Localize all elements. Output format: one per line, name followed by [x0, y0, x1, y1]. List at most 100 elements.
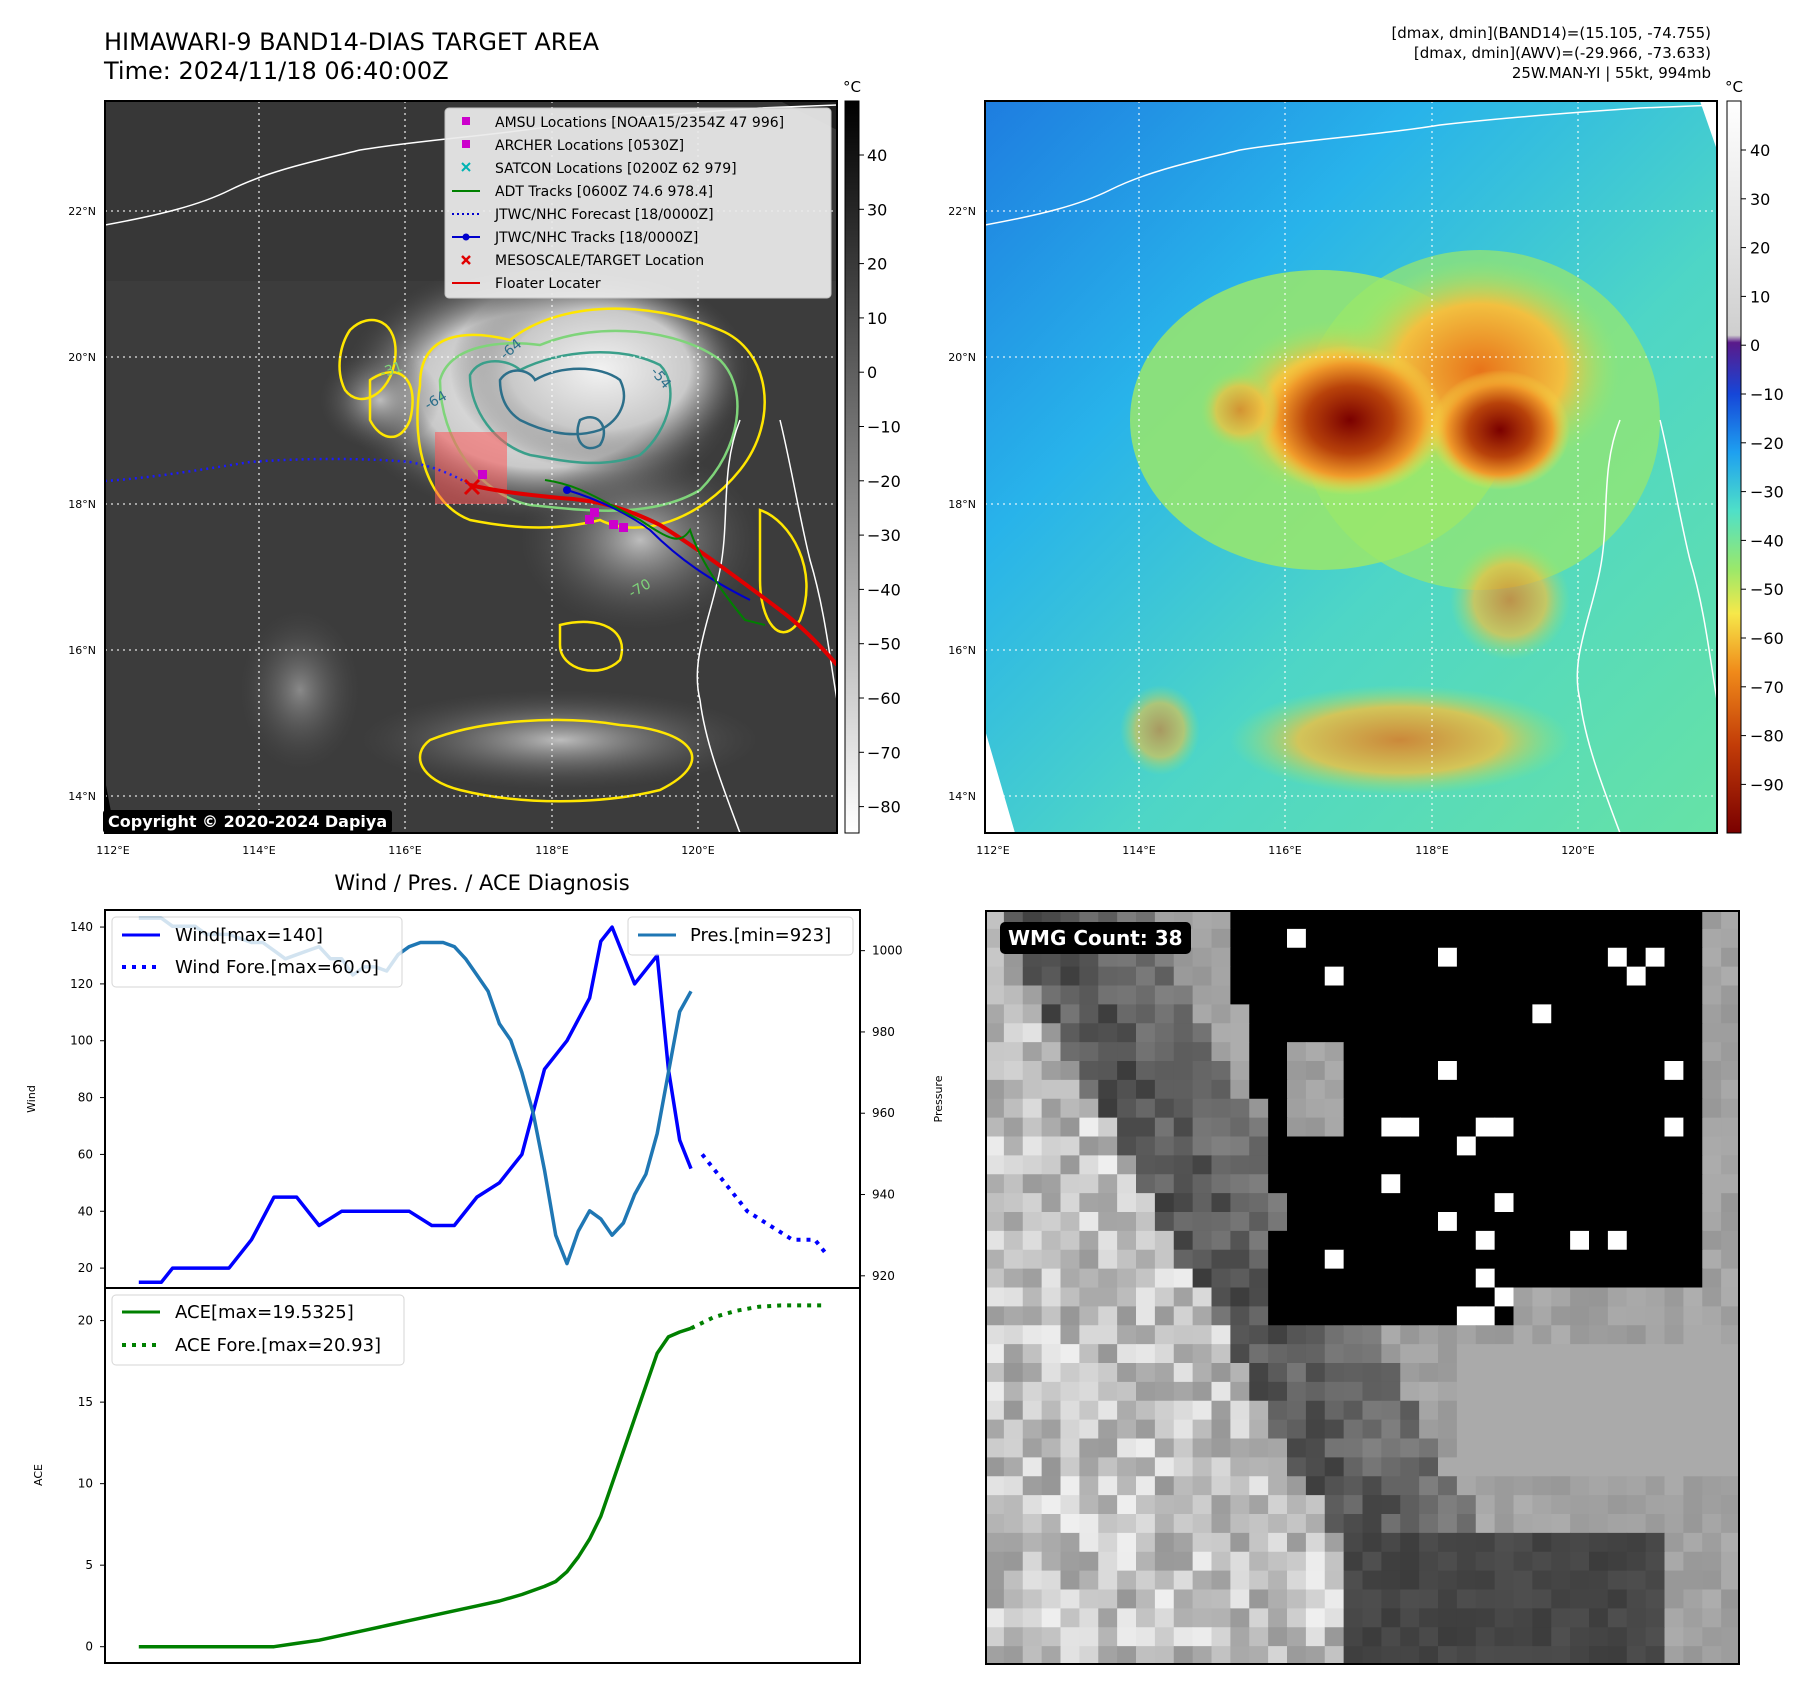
- wmg-pixel: [1589, 1212, 1609, 1232]
- wmg-pixel: [1702, 1457, 1722, 1477]
- wmg-pixel: [985, 1646, 1005, 1665]
- wmg-pixel: [1268, 1363, 1288, 1383]
- wmg-pixel: [1664, 1212, 1684, 1232]
- wmg-pixel: [1192, 1589, 1213, 1609]
- wmg-pixel: [1003, 1117, 1024, 1138]
- wmg-pixel: [1438, 1570, 1458, 1591]
- wmg-pixel: [1532, 1438, 1552, 1458]
- wmg-pixel: [1079, 1136, 1099, 1156]
- wmg-pixel: [1362, 1457, 1382, 1477]
- wmg-pixel: [1381, 1306, 1401, 1326]
- wmg-pixel: [1494, 1551, 1515, 1572]
- wmg-pixel: [1456, 1646, 1477, 1665]
- wmg-pixel: [1551, 1230, 1571, 1251]
- legend-amsu-marker: [462, 117, 470, 125]
- wmg-pixel: [1003, 1306, 1024, 1326]
- wmg-pixel: [1211, 928, 1231, 949]
- wmg-pixel: [1192, 1608, 1213, 1628]
- wmg-pixel: [1607, 1193, 1628, 1213]
- wmg-pixel: [1513, 1589, 1533, 1609]
- wmg-pixel: [1626, 1306, 1647, 1326]
- jtwc-track: [566, 489, 751, 601]
- wmg-pixel: [1041, 1627, 1062, 1647]
- wmg-pixel: [1683, 1419, 1703, 1440]
- wmg-pixel: [1268, 1627, 1288, 1647]
- wmg-pixel: [1438, 1268, 1458, 1289]
- wmg-pixel: [1287, 910, 1307, 930]
- wmg-pixel: [1626, 1419, 1647, 1440]
- wmg-pixel: [1305, 947, 1326, 968]
- wmg-pixel: [1060, 1174, 1080, 1194]
- wmg-pixel: [1607, 1495, 1628, 1515]
- wmg-pixel: [1041, 1287, 1062, 1307]
- wmg-pixel: [1098, 1117, 1118, 1138]
- wmg-pixel: [1098, 1079, 1118, 1100]
- wmg-pixel: [1268, 1212, 1288, 1232]
- wmg-pixel: [1438, 947, 1458, 968]
- wmg-pixel: [1362, 1438, 1382, 1458]
- wmg-pixel: [1400, 1551, 1420, 1572]
- wmg-pixel: [1683, 1457, 1703, 1477]
- wmg-pixel: [1268, 1230, 1288, 1251]
- pressure-y-tick-label: 980: [872, 1025, 895, 1039]
- wmg-pixel: [1268, 1419, 1288, 1440]
- wmg-pixel: [1532, 966, 1552, 987]
- wmg-pixel: [1513, 1400, 1533, 1421]
- wmg-pixel: [1721, 1061, 1740, 1081]
- wmg-pixel: [1721, 1570, 1740, 1591]
- pressure-y-tick-label: 1000: [872, 944, 903, 958]
- ace-series-line: [138, 1326, 692, 1649]
- wmg-pixel: [1664, 1174, 1684, 1194]
- wmg-pixel: [1287, 1023, 1307, 1043]
- wmg-pixel: [1249, 1646, 1269, 1665]
- wmg-pixel: [1683, 1400, 1703, 1421]
- wmg-pixel: [1456, 1193, 1477, 1213]
- wmg-pixel: [1438, 1646, 1458, 1665]
- wmg-pixel: [1173, 1306, 1194, 1326]
- wmg-pixel: [1324, 1098, 1345, 1119]
- wmg-pixel: [1381, 1344, 1401, 1364]
- wmg-pixel: [1607, 1476, 1628, 1496]
- wmg-pixel: [1041, 1363, 1062, 1383]
- legend-adt: ADT Tracks [0600Z 74.6 978.4]: [495, 184, 713, 200]
- wmg-pixel: [1664, 1136, 1684, 1156]
- wmg-pixel: [1117, 1325, 1137, 1345]
- wmg-pixel: [1343, 1230, 1364, 1251]
- wmg-pixel: [1136, 1079, 1156, 1100]
- wmg-pixel: [1532, 985, 1552, 1005]
- wmg-pixel: [1589, 1268, 1609, 1289]
- wmg-pixel: [1419, 1230, 1439, 1251]
- wmg-pixel: [1626, 1495, 1647, 1515]
- wmg-pixel: [1154, 1004, 1175, 1024]
- wmg-pixel: [1513, 1155, 1533, 1175]
- wmg-pixel: [1343, 1306, 1364, 1326]
- wmg-pixel: [1003, 1136, 1024, 1156]
- wv-colorbar-tick-label: −50: [1750, 580, 1784, 599]
- wmg-pixel: [1589, 1400, 1609, 1421]
- wmg-pixel: [1607, 947, 1628, 968]
- wmg-pixel: [1683, 1079, 1703, 1100]
- wmg-pixel: [1419, 1004, 1439, 1024]
- wmg-pixel: [1211, 1514, 1231, 1534]
- wmg-pixel: [1098, 1174, 1118, 1194]
- wmg-pixel: [1362, 1193, 1382, 1213]
- wmg-pixel: [985, 1551, 1005, 1572]
- wmg-pixel: [1702, 1004, 1722, 1024]
- wmg-pixel: [1400, 1627, 1420, 1647]
- wmg-pixel: [1494, 1004, 1515, 1024]
- wmg-pixel: [1702, 1646, 1722, 1665]
- wmg-pixel: [1173, 1551, 1194, 1572]
- wmg-pixel: [1475, 1476, 1496, 1496]
- wmg-pixel: [1079, 1476, 1099, 1496]
- wmg-pixel: [1060, 1117, 1080, 1138]
- wmg-pixel: [1343, 1608, 1364, 1628]
- wmg-pixel: [1683, 1495, 1703, 1515]
- wmg-pixel: [1400, 1212, 1420, 1232]
- wmg-pixel: [1589, 1136, 1609, 1156]
- wmg-pixel: [1438, 1136, 1458, 1156]
- wmg-pixel: [1607, 1287, 1628, 1307]
- wmg-pixel: [1287, 966, 1307, 987]
- wmg-pixel: [1324, 1004, 1345, 1024]
- wmg-pixel: [1702, 1344, 1722, 1364]
- wmg-pixel: [1003, 1230, 1024, 1251]
